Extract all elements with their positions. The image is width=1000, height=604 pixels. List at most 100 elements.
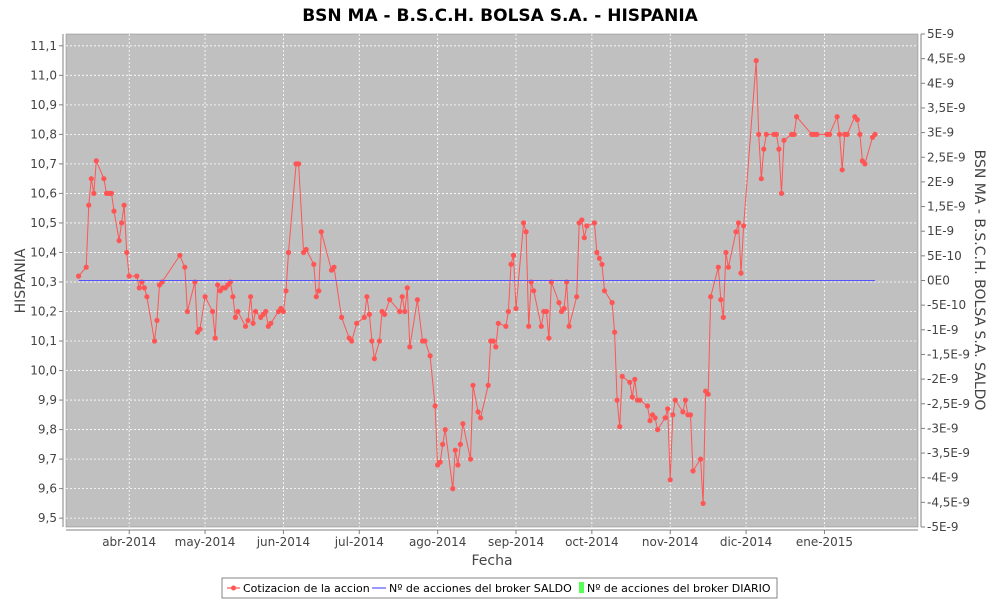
data-point	[682, 397, 689, 403]
data-point	[283, 288, 289, 294]
data-point	[619, 373, 625, 379]
data-point	[427, 353, 433, 359]
y-tick-label: 10,9	[30, 98, 57, 112]
data-point	[93, 158, 99, 164]
data-point	[485, 382, 491, 388]
data-point	[108, 190, 115, 196]
data-point	[566, 323, 572, 329]
y2-tick-label: -4E-9	[927, 471, 959, 485]
x-tick-label: abr-2014	[102, 535, 156, 549]
data-point	[331, 264, 337, 270]
data-point	[632, 376, 638, 382]
y-tick-label: 9,5	[38, 511, 57, 525]
data-point	[756, 131, 762, 137]
data-point	[581, 235, 587, 241]
data-point	[268, 320, 274, 326]
data-point	[510, 252, 517, 258]
data-point	[538, 323, 544, 329]
x-tick-label: ago-2014	[409, 535, 466, 549]
legend-label-cotizacion: Cotizacion de la accion	[243, 582, 370, 595]
y-tick-label: 10,1	[30, 334, 57, 348]
data-point	[574, 294, 580, 300]
data-point	[245, 317, 251, 323]
data-point	[126, 273, 132, 279]
y2-tick-label: -3E-9	[927, 421, 959, 435]
data-point	[250, 320, 256, 326]
data-point	[662, 415, 668, 421]
legend-label-diario: Nº de acciones del broker DIARIO	[587, 582, 771, 595]
data-point	[136, 285, 142, 291]
data-point	[470, 382, 476, 388]
y-ticks-right: -5E-9 -4,5E-9 -4E-9 -3,5E-9 -3E-9 -2,5E-9 -2E-…	[921, 27, 970, 534]
data-point	[354, 320, 360, 326]
data-point	[311, 261, 317, 267]
data-point	[215, 282, 221, 288]
data-point	[826, 131, 833, 137]
data-point	[404, 285, 410, 291]
y-tick-label: 9,8	[38, 423, 57, 437]
y-tick-label: 11,0	[30, 68, 57, 82]
data-point	[182, 264, 188, 270]
data-point	[369, 338, 375, 344]
data-point	[814, 131, 820, 137]
data-point	[503, 323, 509, 329]
data-point	[303, 246, 309, 253]
data-point	[212, 335, 218, 341]
data-point	[422, 338, 428, 344]
data-point	[854, 117, 860, 123]
data-point	[467, 456, 474, 462]
data-point	[715, 264, 721, 270]
data-point	[862, 161, 868, 167]
data-point	[242, 323, 249, 329]
data-point	[339, 314, 345, 320]
y2-tick-label: 5E-9	[927, 27, 954, 41]
data-point	[134, 273, 140, 279]
data-point	[735, 220, 742, 226]
legend-item-cotizacion: Cotizacion de la accion	[227, 582, 370, 595]
y-tick-label: 9,7	[38, 452, 57, 466]
data-point	[644, 403, 651, 409]
y2-tick-label: -2,5E-9	[927, 397, 970, 411]
data-point	[594, 249, 600, 256]
y-tick-label: 10,0	[30, 364, 57, 378]
chart-title: BSN MA - B.S.C.H. BOLSA S.A. - HISPANIA	[302, 6, 698, 26]
y2-tick-label: -4,5E-9	[927, 495, 970, 509]
y2-tick-label: 3E-9	[927, 126, 954, 140]
data-point	[718, 297, 724, 303]
y2-tick-label: -3,5E-9	[927, 446, 970, 460]
data-point	[753, 58, 759, 64]
data-point	[235, 308, 241, 315]
data-point	[670, 412, 676, 418]
x-tick-label: jun-2014	[256, 535, 310, 549]
data-point	[526, 323, 532, 329]
data-point	[455, 462, 461, 468]
x-tick-label: oct-2014	[565, 535, 619, 549]
y-tick-label: 10,2	[30, 304, 57, 318]
y2-tick-label: -5E-9	[927, 520, 959, 534]
data-point	[76, 273, 82, 279]
data-point	[543, 308, 550, 315]
y-tick-label: 11,1	[30, 39, 57, 53]
data-point	[111, 208, 117, 214]
x-tick-label: sep-2014	[488, 535, 544, 549]
data-point	[151, 338, 158, 344]
data-point	[844, 131, 850, 137]
data-point	[382, 311, 388, 317]
data-point	[761, 146, 767, 152]
data-point	[376, 338, 383, 344]
data-point	[667, 477, 673, 483]
data-point	[596, 255, 603, 261]
data-point	[609, 300, 615, 306]
data-point	[680, 409, 686, 415]
data-point	[232, 314, 238, 320]
legend-item-diario: Nº de acciones del broker DIARIO	[579, 582, 771, 595]
data-point	[387, 297, 393, 303]
data-point	[521, 220, 527, 226]
data-point	[154, 317, 160, 323]
series-line-0	[78, 60, 876, 504]
data-point	[758, 176, 764, 182]
data-point	[230, 294, 236, 300]
data-point	[776, 146, 782, 152]
y2-tick-label: -1E-9	[927, 323, 959, 337]
